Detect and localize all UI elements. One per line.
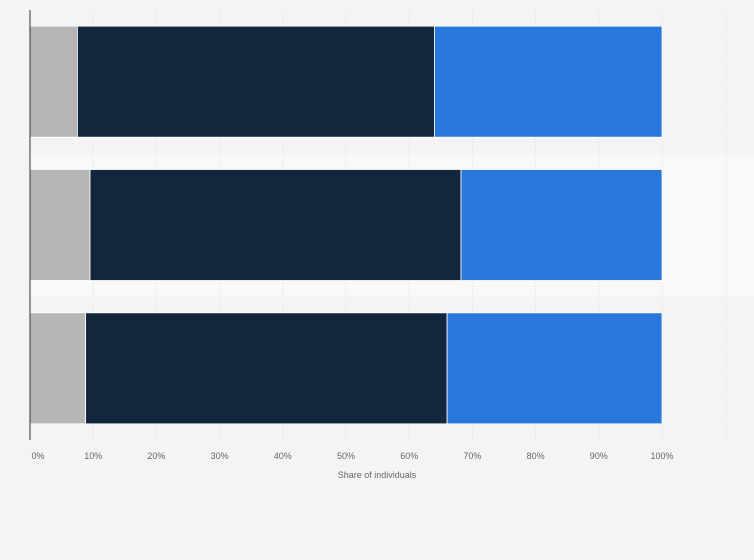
bar-row2-segment3 xyxy=(460,169,663,281)
x-tick-10%: 10% xyxy=(84,451,102,461)
bar-row1-segment3 xyxy=(434,25,663,138)
x-tick-80%: 80% xyxy=(527,451,545,461)
bar-row3-segment2 xyxy=(85,312,448,425)
x-axis-title: Share of individuals xyxy=(338,470,417,480)
x-tick-90%: 90% xyxy=(590,451,608,461)
x-tick-50%: 50% xyxy=(337,451,355,461)
bar-row1-segment2 xyxy=(77,25,435,138)
bar-row3-segment3 xyxy=(446,312,663,425)
bars xyxy=(29,25,663,425)
x-tick-40%: 40% xyxy=(274,451,292,461)
x-tick-20%: 20% xyxy=(147,451,165,461)
x-tick-0%: 0% xyxy=(31,451,44,461)
x-tick-100%: 100% xyxy=(650,451,673,461)
bar-row1-segment1 xyxy=(29,25,78,138)
x-tick-70%: 70% xyxy=(463,451,481,461)
x-tick-labels: 0% 10% 20% 30% 40% 50% 60% 70% 80% 90% 100% xyxy=(31,451,673,461)
x-tick-60%: 60% xyxy=(400,451,418,461)
bar-row2-segment1 xyxy=(29,169,91,281)
bar-row3-segment1 xyxy=(29,312,87,425)
bar-row2-segment2 xyxy=(89,169,462,281)
x-tick-30%: 30% xyxy=(211,451,229,461)
